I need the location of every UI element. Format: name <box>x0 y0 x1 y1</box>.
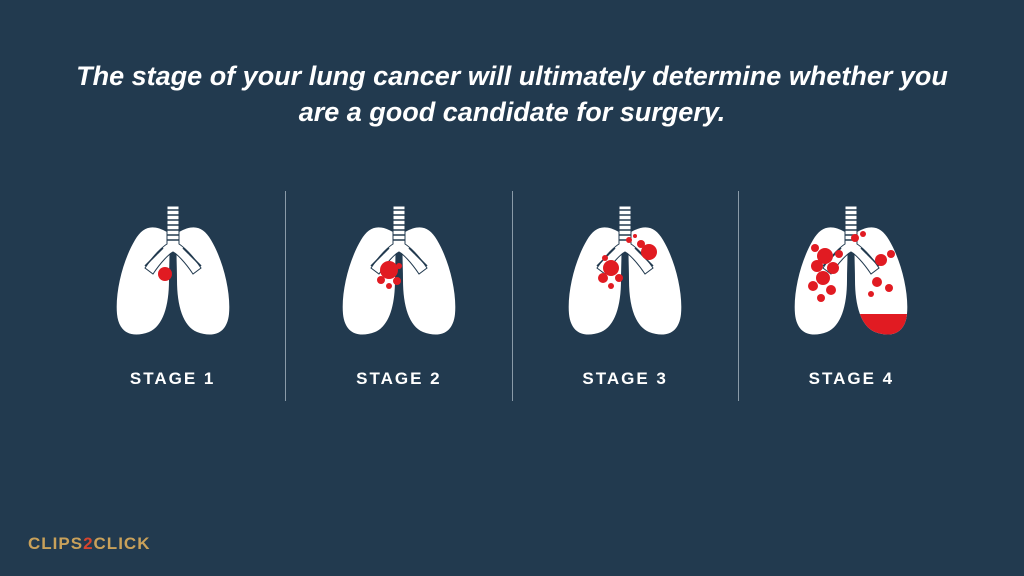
stages-row: STAGE 1 STAGE 2 STAGE 3 STAGE 4 <box>0 191 1024 401</box>
lungs-icon <box>314 191 484 351</box>
lungs-icon <box>540 191 710 351</box>
lungs-svg-3 <box>545 196 705 346</box>
logo-part1: CLIPS <box>28 534 83 553</box>
logo-part2: 2 <box>83 534 93 553</box>
stage-panel-1: STAGE 1 <box>60 191 285 401</box>
stage-panel-2: STAGE 2 <box>286 191 511 401</box>
stage-label: STAGE 2 <box>356 369 441 389</box>
lungs-svg-4 <box>771 196 931 346</box>
lungs-svg-1 <box>93 196 253 346</box>
lungs-icon <box>88 191 258 351</box>
lungs-svg-2 <box>319 196 479 346</box>
main-heading: The stage of your lung cancer will ultim… <box>0 0 1024 131</box>
stage-label: STAGE 3 <box>582 369 667 389</box>
logo-part3: CLICK <box>94 534 151 553</box>
stage-label: STAGE 1 <box>130 369 215 389</box>
stage-label: STAGE 4 <box>809 369 894 389</box>
stage-panel-4: STAGE 4 <box>739 191 964 401</box>
lungs-icon <box>766 191 936 351</box>
brand-logo: CLIPS2CLICK <box>28 534 150 554</box>
stage-panel-3: STAGE 3 <box>513 191 738 401</box>
